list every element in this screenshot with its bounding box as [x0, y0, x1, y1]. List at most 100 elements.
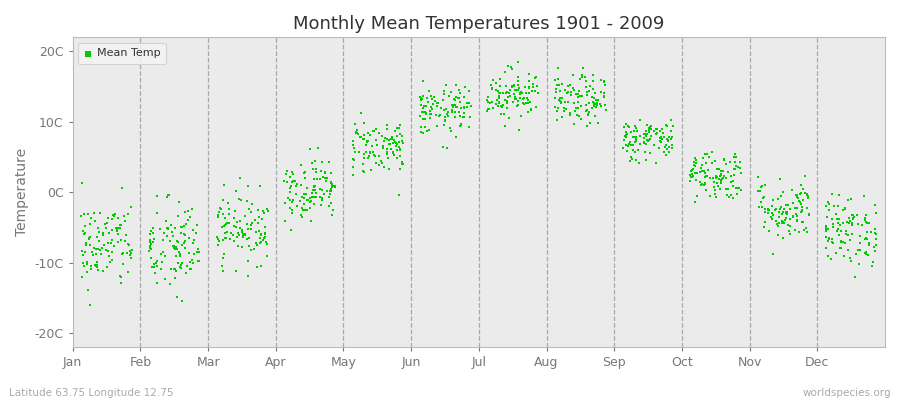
Mean Temp: [715, 176, 729, 182]
Mean Temp: [448, 133, 463, 140]
Mean Temp: [771, 214, 786, 220]
Mean Temp: [283, 174, 297, 180]
Mean Temp: [586, 78, 600, 84]
Mean Temp: [766, 212, 780, 219]
Mean Temp: [92, 238, 106, 244]
Mean Temp: [518, 84, 532, 90]
Mean Temp: [575, 92, 590, 99]
Mean Temp: [122, 248, 137, 254]
Mean Temp: [173, 250, 187, 257]
Mean Temp: [788, 204, 802, 211]
Mean Temp: [280, 168, 294, 174]
Mean Temp: [385, 140, 400, 147]
Mean Temp: [254, 239, 268, 245]
Mean Temp: [788, 226, 802, 233]
Mean Temp: [221, 206, 236, 213]
Mean Temp: [105, 212, 120, 218]
Mean Temp: [699, 186, 714, 193]
Mean Temp: [315, 196, 329, 203]
Mean Temp: [376, 145, 391, 151]
Mean Temp: [631, 146, 645, 153]
Mean Temp: [560, 90, 574, 96]
Mean Temp: [255, 216, 269, 222]
Mean Temp: [447, 108, 462, 115]
Mean Temp: [792, 229, 806, 235]
Mean Temp: [381, 155, 395, 162]
Mean Temp: [572, 76, 587, 82]
Mean Temp: [284, 199, 299, 205]
Mean Temp: [558, 98, 572, 105]
Mean Temp: [761, 228, 776, 235]
Mean Temp: [628, 137, 643, 144]
Mean Temp: [821, 226, 835, 232]
Mean Temp: [251, 214, 266, 220]
Mean Temp: [386, 148, 400, 155]
Mean Temp: [89, 234, 104, 240]
Mean Temp: [796, 227, 811, 234]
Mean Temp: [513, 90, 527, 96]
Mean Temp: [861, 242, 876, 248]
Mean Temp: [242, 242, 256, 249]
Mean Temp: [463, 114, 477, 121]
Mean Temp: [288, 178, 302, 184]
Mean Temp: [556, 108, 571, 114]
Mean Temp: [453, 113, 467, 119]
Mean Temp: [628, 125, 643, 132]
Mean Temp: [777, 220, 791, 226]
Mean Temp: [460, 104, 474, 110]
Mean Temp: [166, 245, 181, 251]
Mean Temp: [238, 232, 252, 238]
Mean Temp: [643, 136, 657, 142]
Mean Temp: [295, 206, 310, 213]
Mean Temp: [156, 249, 170, 256]
Mean Temp: [227, 238, 241, 244]
Mean Temp: [590, 102, 604, 108]
Mean Temp: [522, 84, 536, 90]
Mean Temp: [627, 138, 642, 145]
Mean Temp: [688, 155, 703, 161]
Mean Temp: [780, 222, 795, 228]
Mean Temp: [240, 236, 255, 242]
Mean Temp: [727, 172, 742, 178]
Mean Temp: [831, 226, 845, 232]
Mean Temp: [754, 204, 769, 210]
Mean Temp: [821, 238, 835, 244]
Mean Temp: [776, 189, 790, 196]
Mean Temp: [633, 117, 647, 124]
Mean Temp: [860, 229, 874, 235]
Mean Temp: [375, 133, 390, 140]
Mean Temp: [581, 100, 596, 106]
Mean Temp: [186, 236, 201, 243]
Mean Temp: [102, 253, 116, 259]
Mean Temp: [414, 129, 428, 136]
Mean Temp: [306, 187, 320, 193]
Mean Temp: [96, 268, 111, 274]
Mean Temp: [775, 211, 789, 217]
Mean Temp: [795, 208, 809, 214]
Mean Temp: [390, 146, 404, 153]
Mean Temp: [579, 108, 593, 114]
Mean Temp: [315, 158, 329, 165]
Mean Temp: [501, 63, 516, 70]
Mean Temp: [89, 251, 104, 257]
Mean Temp: [76, 274, 90, 280]
Mean Temp: [774, 218, 788, 224]
Mean Temp: [356, 160, 370, 167]
Mean Temp: [649, 160, 663, 166]
Mean Temp: [363, 149, 377, 155]
Mean Temp: [436, 107, 451, 114]
Mean Temp: [842, 255, 857, 262]
Mean Temp: [423, 111, 437, 118]
Mean Temp: [424, 104, 438, 110]
Mean Temp: [579, 78, 593, 85]
Mean Temp: [88, 218, 103, 225]
Mean Temp: [588, 90, 602, 96]
Mean Temp: [74, 212, 88, 219]
Mean Temp: [838, 206, 852, 212]
Mean Temp: [83, 234, 97, 240]
Mean Temp: [587, 95, 601, 102]
Mean Temp: [787, 200, 801, 207]
Mean Temp: [428, 98, 443, 105]
Mean Temp: [830, 228, 844, 234]
Mean Temp: [783, 216, 797, 223]
